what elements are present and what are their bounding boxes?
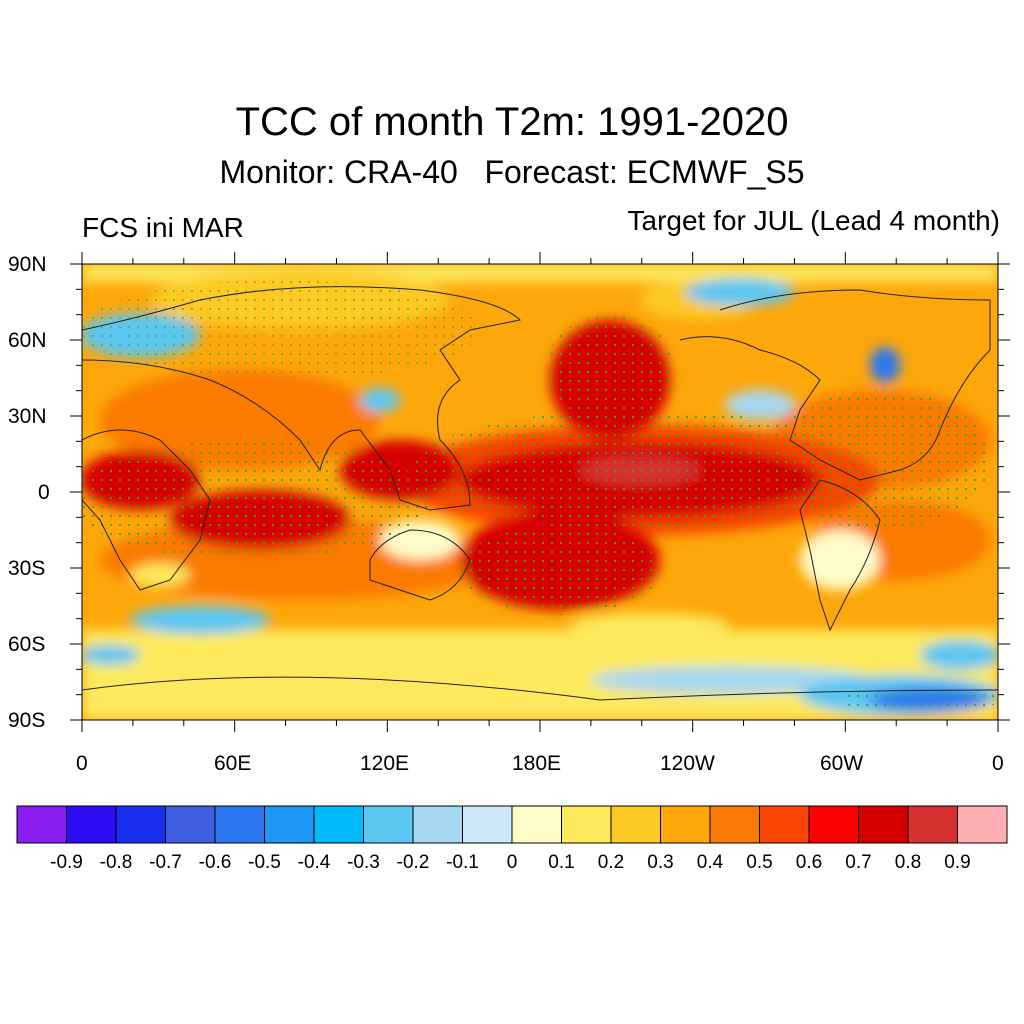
lat-label: 30S xyxy=(8,557,46,580)
colorbar-label: -0.9 xyxy=(50,852,83,873)
lat-label: 0 xyxy=(38,481,50,504)
colorbar-label: 0.6 xyxy=(795,852,823,873)
stipple-atlantic xyxy=(770,390,990,530)
colorbar-label: -0.5 xyxy=(248,852,281,873)
colorbar-box xyxy=(313,805,364,844)
chart-subtitle: Monitor: CRA-40 Forecast: ECMWF_S5 xyxy=(219,154,805,190)
colorbar-box xyxy=(462,805,513,844)
colorbar-box xyxy=(363,805,414,844)
colorbar-box xyxy=(709,805,760,844)
lat-label: 60N xyxy=(8,329,47,352)
stipple-indian-ocean xyxy=(82,440,430,560)
colorbar-box xyxy=(412,805,463,844)
colorbar-box xyxy=(759,805,810,844)
colorbar-box xyxy=(561,805,612,844)
colorbar-label: -0.6 xyxy=(198,852,232,873)
colorbar-label: -0.4 xyxy=(297,852,331,873)
colorbar-label: 0.5 xyxy=(746,852,773,873)
lon-label: 180E xyxy=(512,752,562,775)
colorbar-box xyxy=(957,805,1008,844)
colorbar-box xyxy=(264,805,315,844)
lon-label: 60E xyxy=(214,752,252,775)
australia-coast xyxy=(369,529,471,601)
lon-label: 120W xyxy=(660,752,715,775)
antarctica-coast xyxy=(82,676,998,701)
stipple-antarctic xyxy=(840,688,998,712)
colorbar-label: 0.8 xyxy=(894,852,922,873)
map-field xyxy=(82,264,998,720)
colorbar-box xyxy=(858,805,909,844)
colorbar-box xyxy=(16,805,67,844)
lon-label: 60W xyxy=(820,752,864,775)
lat-label: 60S xyxy=(8,633,46,656)
colorbar-label: 0.4 xyxy=(696,852,724,873)
stipple-pacific xyxy=(410,410,870,530)
south-america-coast xyxy=(799,479,881,632)
colorbar-box xyxy=(214,805,265,844)
lat-label: 90N xyxy=(8,253,47,276)
stipple-south-pacific xyxy=(460,525,660,615)
colorbar-box xyxy=(808,805,859,844)
stipple-north-pacific xyxy=(545,315,675,425)
colorbar-label: 0.9 xyxy=(944,852,971,873)
colorbar-box xyxy=(165,805,216,844)
africa-coast xyxy=(82,429,211,591)
colorbar-boxes xyxy=(16,805,1008,844)
colorbar-label: 0 xyxy=(506,852,518,873)
axis-ticks xyxy=(70,252,1010,732)
colorbar-label: -0.1 xyxy=(446,852,479,873)
colorbar-box xyxy=(610,805,661,844)
colorbar-label: -0.2 xyxy=(396,852,430,873)
colorbar-label: -0.8 xyxy=(99,852,133,873)
chart-title: TCC of month T2m: 1991-2020 xyxy=(235,100,789,144)
colorbar-box xyxy=(907,805,958,844)
lon-label: 0 xyxy=(992,752,1004,775)
colorbar-label: -0.7 xyxy=(149,852,182,873)
lon-label: 0 xyxy=(76,752,88,775)
target-month-label: Target for JUL (Lead 4 month) xyxy=(627,205,1000,236)
lat-label: 90S xyxy=(8,709,46,732)
colorbar-label: -0.3 xyxy=(347,852,380,873)
colorbar-box xyxy=(115,805,166,844)
colorbar-box xyxy=(511,805,562,844)
lat-label: 30N xyxy=(8,405,47,428)
colorbar-label: 0.7 xyxy=(845,852,872,873)
init-month-label: FCS ini MAR xyxy=(82,212,244,243)
colorbar-label: 0.3 xyxy=(647,852,674,873)
americas-north-coast xyxy=(679,289,991,481)
colorbar-box xyxy=(66,805,117,844)
colorbar-box xyxy=(660,805,711,844)
eurasia-coast xyxy=(82,286,522,511)
coastlines xyxy=(82,286,998,701)
colorbar-label: 0.1 xyxy=(548,852,575,873)
lon-label: 120E xyxy=(360,752,410,775)
colorbar-label: 0.2 xyxy=(597,852,625,873)
